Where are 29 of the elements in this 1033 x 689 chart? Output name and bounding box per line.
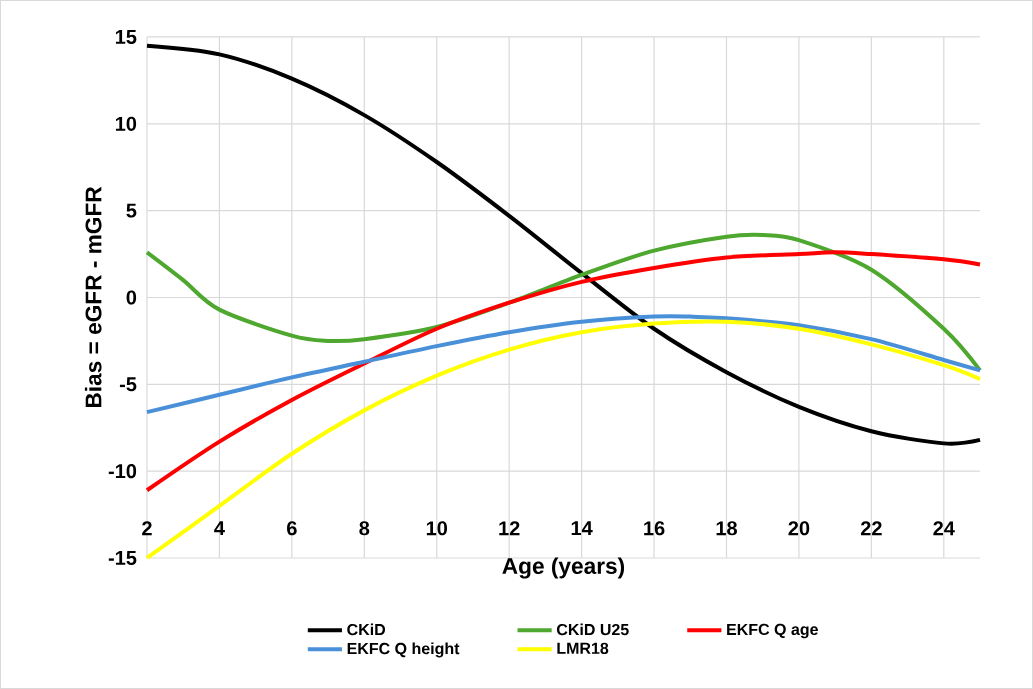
x-tick-label: 14 bbox=[571, 521, 593, 535]
legend-label: EKFC Q height bbox=[347, 642, 460, 658]
x-tick-label: 8 bbox=[359, 521, 370, 536]
y-tick-label: -10 bbox=[108, 464, 137, 479]
x-tick-label: 6 bbox=[287, 521, 297, 536]
y-axis-title: Bias = eGFR - mGFR bbox=[84, 186, 102, 408]
line-series bbox=[144, 250, 983, 493]
x-tick-label: 18 bbox=[716, 521, 737, 536]
x-tick-label: 4 bbox=[214, 521, 225, 535]
x-tick-label: 24 bbox=[933, 521, 955, 536]
y-tick-label: -15 bbox=[108, 551, 137, 565]
x-tick-label: 2 bbox=[142, 521, 152, 536]
x-tick-label: 16 bbox=[644, 521, 665, 536]
y-tick-label: 0 bbox=[126, 290, 137, 305]
y-tick-label: 5 bbox=[126, 203, 137, 218]
y-tick-label: 10 bbox=[115, 116, 137, 131]
y-tick-label: 15 bbox=[115, 30, 137, 44]
legend-label: CKiD bbox=[347, 623, 386, 636]
x-tick-label: 12 bbox=[499, 521, 520, 536]
legend-label: LMR18 bbox=[557, 642, 609, 654]
line-series bbox=[144, 43, 983, 446]
x-axis-title: Age (years) bbox=[502, 557, 625, 579]
x-tick-label: 20 bbox=[788, 521, 810, 536]
legend-label: EKFC Q age bbox=[727, 623, 818, 639]
y-tick-label: -5 bbox=[119, 377, 137, 392]
x-tick-label: 10 bbox=[426, 521, 448, 536]
x-tick-label: 22 bbox=[860, 521, 882, 536]
legend-label: CKiD U25 bbox=[556, 623, 629, 636]
line-series bbox=[144, 314, 983, 415]
